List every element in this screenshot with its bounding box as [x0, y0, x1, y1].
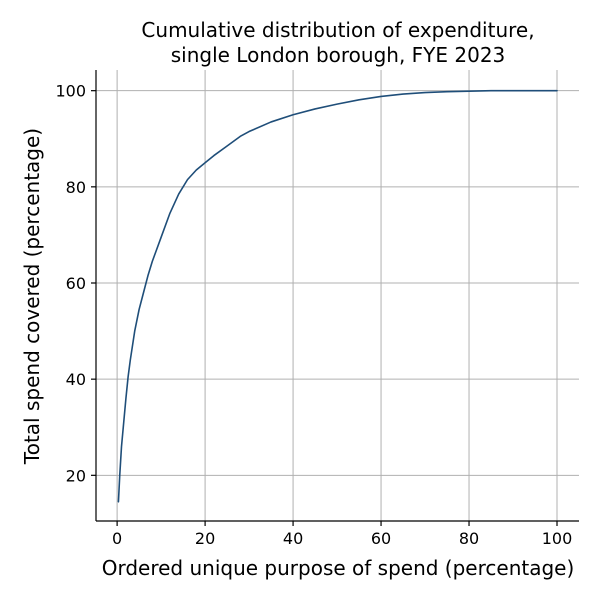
x-tick-label-1: 20 — [195, 529, 215, 548]
y-tick-label-2: 60 — [66, 274, 86, 293]
x-tick-label-2: 40 — [283, 529, 303, 548]
x-tick-label-0: 0 — [112, 529, 122, 548]
y-tick-label-4: 100 — [55, 82, 86, 101]
y-tick-label-1: 40 — [66, 370, 86, 389]
chart-title-line-1: Cumulative distribution of expenditure, — [141, 18, 534, 42]
y-tick-label-3: 80 — [66, 178, 86, 197]
series-line-0 — [117, 89, 558, 503]
y-axis-label: Total spend covered (percentage) — [20, 128, 44, 465]
chart-title-line-2: single London borough, FYE 2023 — [171, 43, 506, 67]
x-tick-label-5: 100 — [542, 529, 573, 548]
line-layer — [117, 89, 558, 503]
ticks-layer: 0 20 40 60 80 100 20 40 60 80 100 — [55, 82, 572, 548]
grid-layer — [96, 70, 579, 521]
x-tick-label-3: 60 — [371, 529, 391, 548]
y-tick-label-0: 20 — [66, 466, 86, 485]
x-axis-label: Ordered unique purpose of spend (percent… — [102, 556, 575, 580]
axes-layer — [95, 70, 579, 522]
x-tick-label-4: 80 — [459, 529, 479, 548]
